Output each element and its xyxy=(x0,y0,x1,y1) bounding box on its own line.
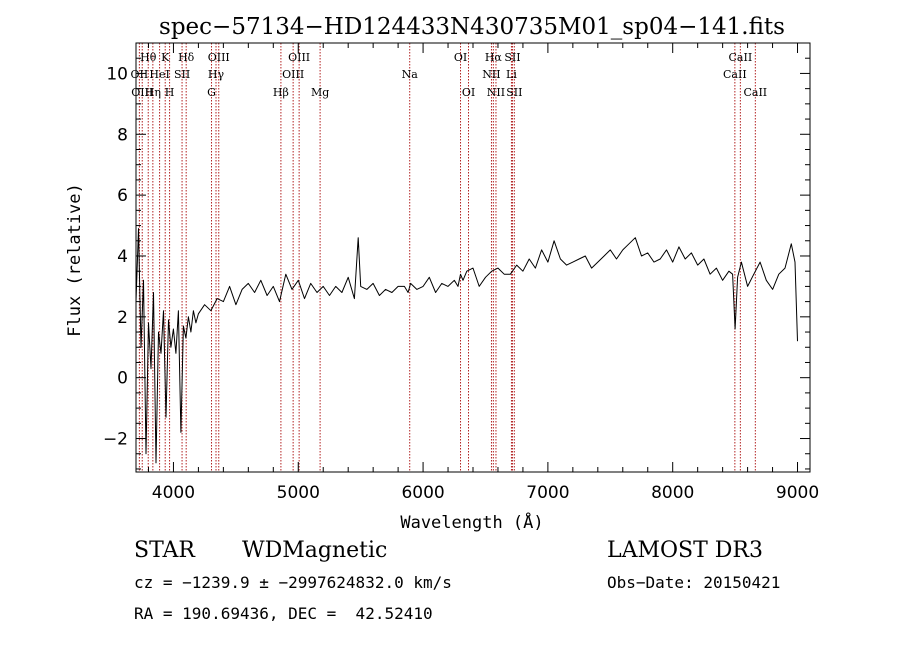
x-tick-label: 6000 xyxy=(401,483,444,503)
spectral-line-label: OIII xyxy=(131,86,153,99)
spectral-line-label: G xyxy=(207,86,216,99)
x-tick-label: 8000 xyxy=(651,483,694,503)
axis-tick-labels: 4000 5000 6000 7000 8000 9000 −2 0 2 4 6 8 10 xyxy=(103,64,819,503)
spectrum-line xyxy=(135,228,798,464)
spectral-line-label: Hα xyxy=(485,51,503,64)
y-tick-label: 6 xyxy=(117,186,128,206)
spectral-line-label: NII xyxy=(487,86,505,99)
observation-date: Obs−Date: 20150421 xyxy=(607,573,781,592)
chart-title: spec−57134−HD124433N430735M01_sp04−141.f… xyxy=(159,14,785,40)
spectral-line-label: OIII xyxy=(288,51,310,64)
x-tick-label: 5000 xyxy=(277,483,320,503)
spectral-line-label: OIII xyxy=(282,68,304,81)
y-tick-label: 0 xyxy=(117,369,128,389)
y-tick-label: 10 xyxy=(106,64,128,84)
spectral-line-label: H xyxy=(165,86,175,99)
spectral-line-label: CaII xyxy=(723,68,747,81)
spectral-line-label: HeI xyxy=(149,68,169,81)
y-axis-label: Flux (relative) xyxy=(65,183,85,337)
x-tick-label: 9000 xyxy=(776,483,819,503)
spectral-line-label: OII xyxy=(131,68,149,81)
spectral-line-label: SII xyxy=(504,51,520,64)
spectrum-series xyxy=(135,228,798,464)
spectral-line-label: Hδ xyxy=(178,51,195,64)
axis-ticks xyxy=(136,42,810,472)
x-axis-label: Wavelength (Å) xyxy=(400,511,543,533)
spectral-line-label: Hη xyxy=(145,86,161,99)
spectral-line-label: Li xyxy=(506,68,517,81)
spectral-line-label: CaII xyxy=(729,51,753,64)
coordinates-info: RA = 190.69436, DEC = 42.52410 xyxy=(134,604,433,623)
survey-name: LAMOST DR3 xyxy=(607,538,763,563)
redshift-info: cz = −1239.9 ± −2997624832.0 km/s xyxy=(134,573,452,592)
object-class: STAR xyxy=(134,538,195,563)
object-subclass: WDMagnetic xyxy=(242,538,388,563)
spectral-line-labels: Hθ OII OIII K HeI Hη Hδ SII H OIII Hγ G OIII OIII Hβ Mg… xyxy=(131,51,768,99)
x-tick-label: 7000 xyxy=(526,483,569,503)
spectral-line-label: SII xyxy=(174,68,190,81)
spectral-line-label: K xyxy=(161,51,170,64)
plot-frame xyxy=(135,42,811,473)
spectral-line-markers xyxy=(138,43,756,472)
spectral-line-label: Hγ xyxy=(208,68,225,81)
spectral-line-label: Hθ xyxy=(140,51,157,64)
y-tick-label: −2 xyxy=(103,430,128,450)
y-tick-label: 4 xyxy=(117,247,128,267)
spectral-line-label: CaII xyxy=(743,86,767,99)
spectral-line-label: OI xyxy=(454,51,467,64)
spectral-line-label: OIII xyxy=(208,51,230,64)
spectral-line-label: SII xyxy=(506,86,522,99)
spectral-line-label: NII xyxy=(482,68,500,81)
spectral-line-label: OI xyxy=(462,86,475,99)
y-tick-label: 2 xyxy=(117,308,128,328)
x-tick-label: 4000 xyxy=(152,483,195,503)
spectral-line-label: Hβ xyxy=(273,86,289,99)
spectral-line-label: Mg xyxy=(311,86,329,99)
spectral-line-label: Na xyxy=(402,68,419,81)
y-tick-label: 8 xyxy=(117,125,128,145)
